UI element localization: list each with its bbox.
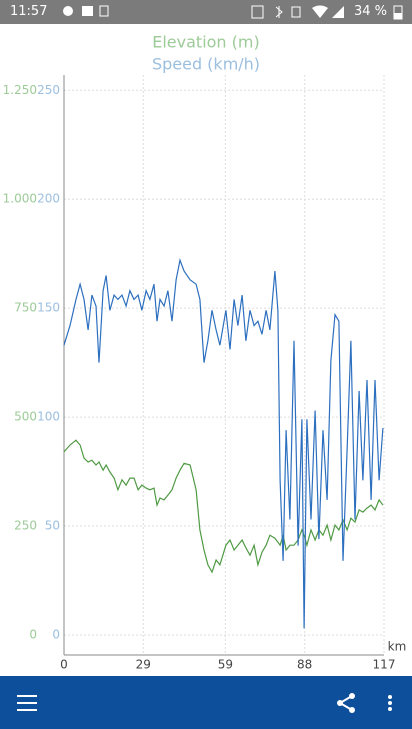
- status-bar: 11:57 34 %: [0, 0, 412, 24]
- y2-tick-label: 200: [37, 192, 60, 206]
- y-tick-label: 1.250: [3, 83, 37, 97]
- legend-entry: Speed (km/h): [152, 55, 260, 74]
- y-tick-label: 1.000: [3, 192, 37, 206]
- x-tick-label: 0: [60, 658, 68, 672]
- x-axis-label: km: [388, 640, 407, 654]
- y-tick-label: 750: [14, 301, 37, 315]
- y-tick-label: 250: [14, 519, 37, 533]
- y2-tick-label: 100: [37, 410, 60, 424]
- more-button[interactable]: [386, 694, 394, 714]
- share-button[interactable]: [336, 692, 358, 714]
- y2-tick-label: 250: [37, 83, 60, 97]
- series-line: [63, 439, 384, 574]
- y-tick-label: 500: [14, 410, 37, 424]
- status-icons: [62, 5, 112, 17]
- chart: Elevation (m) Speed (km/h) 02505007501.0…: [3, 33, 407, 672]
- x-tick-label: 88: [297, 658, 312, 672]
- y2-tick-label: 50: [45, 519, 60, 533]
- y2-tick-label: 0: [52, 627, 60, 641]
- x-tick-label: 117: [373, 658, 396, 672]
- x-tick-label: 59: [218, 658, 233, 672]
- y-tick-label: 0: [29, 627, 37, 641]
- battery: 34 %: [354, 4, 388, 19]
- y2-tick-label: 150: [37, 301, 60, 315]
- series-line: [63, 258, 384, 629]
- time: 11:57: [10, 4, 48, 19]
- menu-button[interactable]: [17, 694, 39, 712]
- legend-entry: Elevation (m): [152, 33, 259, 52]
- x-tick-label: 29: [136, 658, 151, 672]
- bottom-bar: [0, 676, 412, 729]
- system-icons: [250, 5, 350, 23]
